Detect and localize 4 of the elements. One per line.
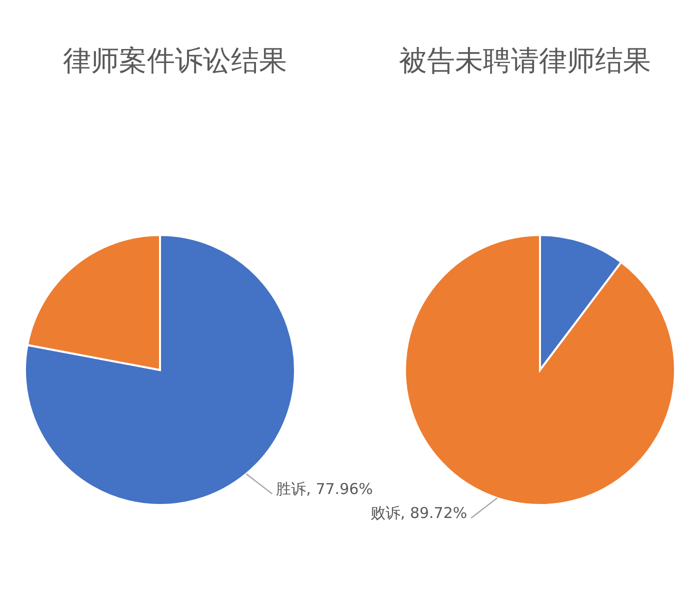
chart-title: 被告未聘请律师结果 <box>399 44 651 77</box>
category-label: 胜诉, 77.96% <box>276 480 373 498</box>
category-label: 败诉, 89.72% <box>370 504 468 522</box>
chart-title: 律师案件诉讼结果 <box>63 44 287 77</box>
